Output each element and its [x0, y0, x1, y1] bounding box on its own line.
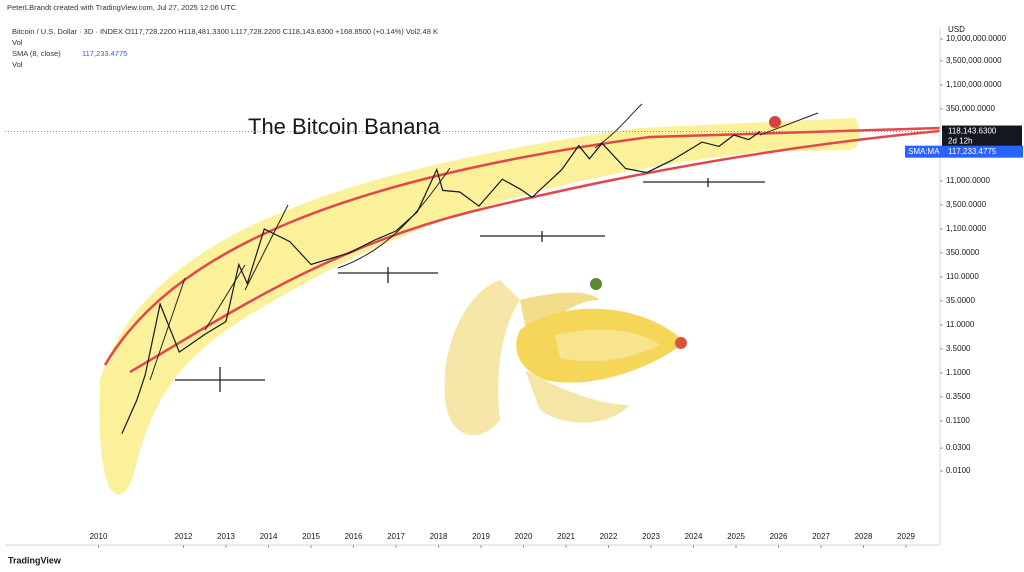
x-tick-label: 2012	[175, 532, 193, 541]
sma-tag-box	[905, 145, 1023, 158]
vol-label: Vol	[12, 60, 23, 69]
sma-name: SMA (8, close)	[12, 49, 61, 58]
chart-title: The Bitcoin Banana	[248, 114, 441, 139]
x-tick-label: 2019	[472, 532, 490, 541]
y-tick-label: 3.5000	[946, 344, 971, 353]
sma-value: 117,233.4775	[82, 49, 127, 58]
x-tick-label: 2029	[897, 532, 915, 541]
y-tick-label: 0.0300	[946, 443, 971, 452]
y-tick-label: 3,500.0000	[946, 200, 987, 209]
last-price-label: 118,143.6300	[948, 127, 997, 136]
x-tick-label: 2027	[812, 532, 830, 541]
banana-illustration	[444, 278, 687, 436]
x-tick-label: 2010	[90, 532, 108, 541]
x-tick-label: 2024	[685, 532, 703, 541]
x-tick-label: 2023	[642, 532, 660, 541]
price-line	[121, 131, 761, 434]
x-tick-label: 2022	[600, 532, 618, 541]
y-tick-label: 11,000.0000	[946, 176, 990, 185]
x-tick-label: 2020	[515, 532, 533, 541]
y-tick-label: 350,000.0000	[946, 104, 995, 113]
x-tick-label: 2014	[260, 532, 278, 541]
credit: PeterLBrandt created with TradingView.co…	[7, 3, 237, 12]
y-tick-label: 35.0000	[946, 296, 975, 305]
countdown: 2d 12h	[948, 137, 972, 146]
sma-last-label: 117,233.4775	[948, 147, 997, 156]
vol-label: Vol	[12, 38, 23, 47]
sma-tag: SMA:MA	[908, 147, 940, 156]
y-tick-label: 10,000,000.0000	[946, 34, 1007, 43]
symbol-line: Bitcoin / U.S. Dollar · 3D · INDEX O117,…	[12, 27, 438, 36]
brand: TradingView	[8, 555, 62, 565]
y-tick-label: 0.0100	[946, 466, 971, 475]
y-tick-label: 1.1000	[946, 368, 971, 377]
x-tick-label: 2025	[727, 532, 745, 541]
y-tick-label: 3,500,000.0000	[946, 56, 1002, 65]
cycle-markers	[175, 178, 765, 392]
x-tick-label: 2017	[387, 532, 405, 541]
red-dot	[769, 116, 781, 128]
y-tick-label: 11.0000	[946, 320, 975, 329]
x-tick-label: 2028	[855, 532, 873, 541]
x-tick-label: 2013	[217, 532, 235, 541]
x-tick-label: 2021	[557, 532, 575, 541]
x-tick-label: 2016	[345, 532, 363, 541]
y-tick-label: 350.0000	[946, 248, 980, 257]
y-tick-label: 0.1100	[946, 416, 970, 425]
x-tick-label: 2018	[430, 532, 448, 541]
y-tick-label: 0.3500	[946, 392, 971, 401]
trend-lines	[149, 103, 819, 381]
x-tick-label: 2026	[770, 532, 788, 541]
last-price-tag	[942, 125, 1022, 148]
upper-curve	[103, 126, 941, 366]
banana-band	[99, 118, 860, 495]
y-tick-label: 1,100,000.0000	[946, 80, 1002, 89]
x-tick-label: 2015	[302, 532, 320, 541]
y-unit: USD	[948, 25, 965, 34]
y-tick-label: 1,100.0000	[946, 224, 987, 233]
y-tick-label: 110.0000	[946, 272, 979, 281]
lower-curve	[129, 129, 941, 374]
